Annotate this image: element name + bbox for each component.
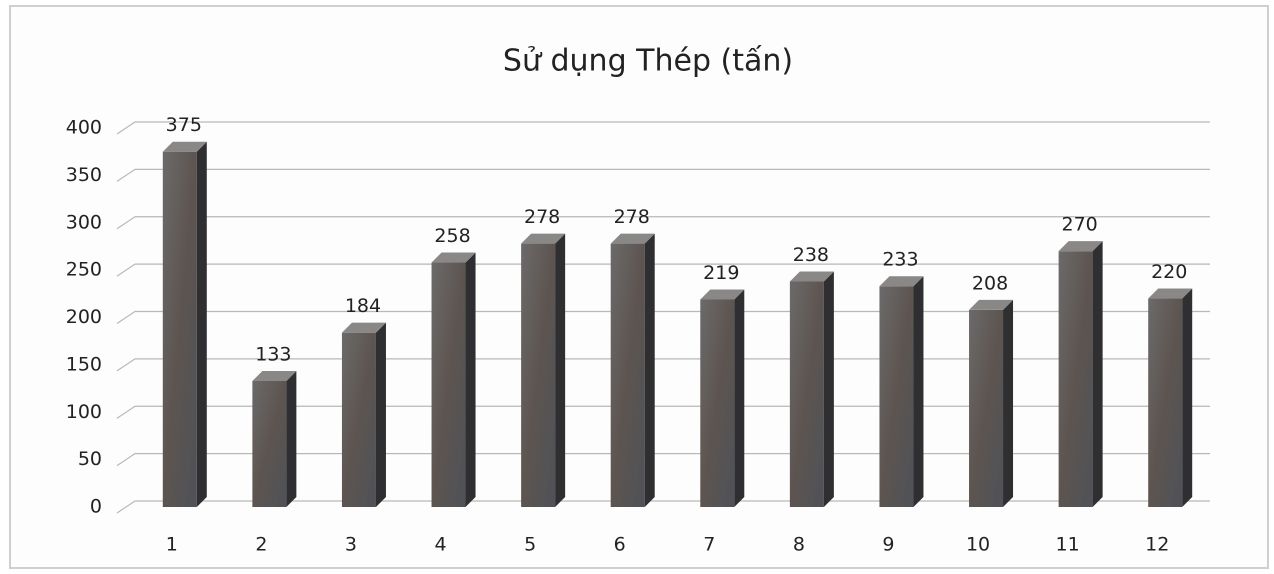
y-tick-label: 0	[90, 496, 102, 518]
x-tick-label: 7	[703, 534, 715, 556]
bar-side	[913, 276, 924, 507]
data-label: 278	[614, 206, 650, 228]
bar-side	[644, 233, 655, 507]
y-tick-label: 200	[66, 306, 102, 328]
bar-side	[555, 233, 566, 507]
bar-side	[823, 271, 834, 507]
bar-group	[1148, 288, 1193, 507]
y-tick-label: 350	[66, 164, 102, 186]
bar-side	[465, 252, 476, 507]
y-tick-label: 300	[66, 211, 102, 233]
bar-group	[521, 233, 566, 507]
bar-side	[734, 289, 745, 507]
bar-top	[252, 370, 297, 381]
bar-group	[879, 276, 924, 507]
bar	[1148, 298, 1183, 507]
x-tick-label: 11	[1056, 534, 1080, 556]
y-tick-label: 50	[78, 448, 102, 470]
chart-title: Sử dụng Thép (tấn)	[503, 44, 793, 79]
bar	[969, 309, 1004, 507]
grid-line	[116, 358, 1210, 372]
bar	[431, 262, 466, 507]
bar-side	[1003, 299, 1014, 507]
data-label: 258	[434, 225, 470, 247]
bar-group	[969, 299, 1014, 507]
bar	[610, 243, 645, 507]
bar-side	[196, 141, 207, 507]
y-tick-label: 400	[66, 117, 102, 139]
bar-group	[252, 370, 297, 507]
x-tick-label: 8	[793, 534, 805, 556]
y-tick-label: 250	[66, 259, 102, 281]
bar-group	[341, 322, 386, 507]
bar-group	[789, 271, 834, 507]
x-tick-label: 12	[1145, 534, 1169, 556]
grid-line	[116, 121, 1210, 135]
bar-side	[1182, 288, 1193, 507]
data-label: 220	[1151, 261, 1187, 283]
bar	[789, 281, 824, 507]
bar-top	[610, 233, 655, 244]
data-label: 233	[882, 249, 918, 271]
grid-line	[116, 168, 1210, 182]
bar-group	[1058, 241, 1103, 508]
data-label: 219	[703, 262, 739, 284]
bar	[252, 380, 287, 507]
data-label: 375	[166, 114, 202, 136]
bar-side	[375, 322, 386, 507]
data-label: 238	[793, 244, 829, 266]
grid-line	[116, 405, 1210, 419]
y-tick-label: 150	[66, 353, 102, 375]
bar-top	[521, 233, 566, 244]
y-tick-label: 100	[66, 401, 102, 423]
bar-side	[1092, 241, 1103, 508]
x-tick-label: 10	[966, 534, 990, 556]
grid-line	[116, 453, 1210, 467]
bar-top	[431, 252, 476, 263]
grid-line	[116, 216, 1210, 230]
bar-group	[162, 141, 207, 507]
bar-side	[286, 370, 297, 507]
bar-group	[431, 252, 476, 507]
x-tick-label: 6	[614, 534, 626, 556]
bar-group	[610, 233, 655, 507]
bar-top	[1058, 241, 1103, 252]
bar-group	[700, 289, 745, 507]
bar-top	[700, 289, 745, 300]
bar-top	[969, 299, 1014, 310]
bar	[1058, 251, 1093, 507]
bar-top	[162, 141, 207, 152]
bar	[700, 299, 735, 507]
x-tick-label: 9	[882, 534, 894, 556]
bar-top	[1148, 288, 1193, 299]
x-tick-label: 2	[255, 534, 267, 556]
x-tick-label: 4	[434, 534, 446, 556]
x-tick-label: 5	[524, 534, 536, 556]
bar	[341, 332, 376, 507]
x-tick-label: 1	[166, 534, 178, 556]
bar-top	[789, 271, 834, 282]
bar-top	[879, 276, 924, 287]
bar	[879, 286, 914, 507]
grid-line	[116, 500, 1210, 514]
data-label: 184	[345, 295, 381, 317]
data-label: 133	[255, 343, 291, 365]
data-label: 208	[972, 272, 1008, 294]
bar	[162, 151, 197, 507]
grid-line	[116, 263, 1210, 277]
data-label: 278	[524, 206, 560, 228]
x-tick-label: 3	[345, 534, 357, 556]
bar-top	[341, 322, 386, 333]
data-label: 270	[1061, 214, 1097, 236]
grid-line	[116, 310, 1210, 324]
bar	[521, 243, 556, 507]
